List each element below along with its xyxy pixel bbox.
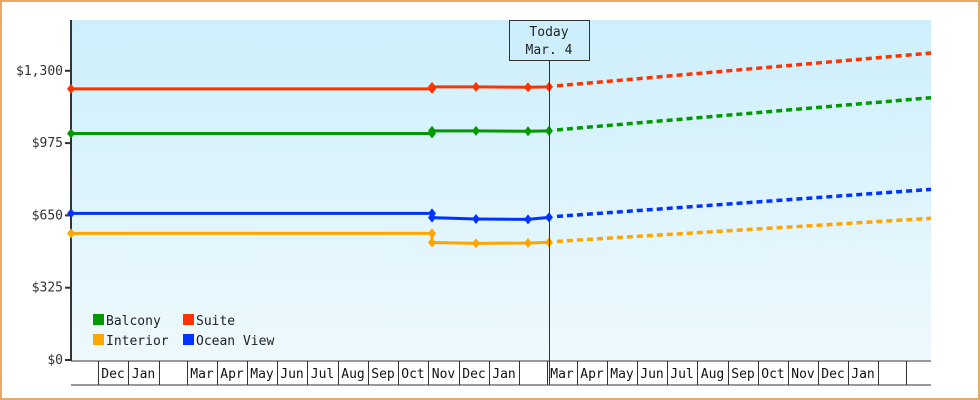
x-axis: Dec Jan Mar Apr May Jun Jul Aug Sep Oct Nov Dec Jan M… <box>71 360 931 386</box>
legend: Balcony Suite Interior Ocean View <box>93 314 274 349</box>
x-month-label: Jan <box>851 367 874 382</box>
data-point-marker[interactable] <box>428 125 436 136</box>
x-month-label: Mar <box>190 367 214 382</box>
plot-area <box>71 20 931 360</box>
data-point-marker[interactable] <box>524 237 532 248</box>
legend-swatch-icon <box>93 334 104 345</box>
x-month-label: Nov <box>432 367 456 382</box>
data-point-marker[interactable] <box>67 208 75 219</box>
legend-swatch-icon <box>183 334 194 345</box>
x-month-label: Dec <box>462 367 485 382</box>
x-month-label: Aug <box>341 367 364 382</box>
data-point-marker[interactable] <box>428 212 436 223</box>
legend-label: Ocean View <box>196 334 274 349</box>
series-lines <box>67 51 932 249</box>
series-ocean-view <box>67 187 932 225</box>
data-point-marker[interactable] <box>472 238 480 249</box>
series-suite <box>67 51 932 94</box>
today-box <box>509 20 590 61</box>
legend-swatch-icon <box>93 314 104 325</box>
today-marker: Today Mar. 4 <box>509 20 590 385</box>
x-month-label: Apr <box>580 367 604 382</box>
series-balcony <box>67 95 932 139</box>
x-month-label: Jan <box>132 367 155 382</box>
x-month-label: Oct <box>401 367 424 382</box>
x-month-label: Jun <box>640 367 663 382</box>
x-month-label: Jul <box>311 367 334 382</box>
legend-item-interior[interactable]: Interior <box>93 334 169 349</box>
x-month-label: Aug <box>701 367 724 382</box>
x-month-label: May <box>250 367 274 382</box>
x-month-label: Mar <box>550 367 574 382</box>
x-month-label: Jun <box>280 367 303 382</box>
legend-item-ocean-view[interactable]: Ocean View <box>183 334 274 349</box>
today-date: Mar. 4 <box>526 43 573 58</box>
legend-label: Suite <box>196 314 235 329</box>
x-month-label: Dec <box>101 367 124 382</box>
y-axis: $0 $325 $650 $975 $1,300 <box>16 20 72 368</box>
data-point-marker[interactable] <box>524 214 532 225</box>
legend-item-suite[interactable]: Suite <box>183 314 235 329</box>
legend-label: Interior <box>106 334 169 349</box>
x-month-label: Apr <box>220 367 244 382</box>
data-point-marker[interactable] <box>428 228 436 239</box>
y-tick-label: $1,300 <box>16 64 63 79</box>
data-point-marker[interactable] <box>524 82 532 93</box>
legend-swatch-icon <box>183 314 194 325</box>
x-month-label: Nov <box>791 367 815 382</box>
data-point-marker[interactable] <box>472 125 480 136</box>
y-tick-label: $0 <box>47 353 63 368</box>
data-point-marker[interactable] <box>67 228 75 239</box>
x-month-label: Sep <box>731 367 755 382</box>
legend-label: Balcony <box>106 314 161 329</box>
y-tick-label: $975 <box>32 136 63 151</box>
data-point-marker[interactable] <box>472 213 480 224</box>
data-point-marker[interactable] <box>524 126 532 137</box>
x-month-label: Dec <box>821 367 844 382</box>
y-tick-label: $650 <box>32 208 63 223</box>
today-label: Today <box>529 25 568 40</box>
data-point-marker[interactable] <box>472 81 480 92</box>
data-point-marker[interactable] <box>67 128 75 139</box>
data-point-marker[interactable] <box>428 237 436 248</box>
data-point-marker[interactable] <box>67 83 75 94</box>
y-tick-label: $325 <box>32 281 63 296</box>
x-month-label: Jan <box>492 367 515 382</box>
legend-item-balcony[interactable]: Balcony <box>93 314 161 329</box>
x-month-label: Sep <box>371 367 395 382</box>
x-month-label: May <box>610 367 634 382</box>
data-point-marker[interactable] <box>428 81 436 92</box>
x-month-label: Oct <box>761 367 784 382</box>
series-interior <box>67 216 932 249</box>
x-month-label: Jul <box>670 367 693 382</box>
